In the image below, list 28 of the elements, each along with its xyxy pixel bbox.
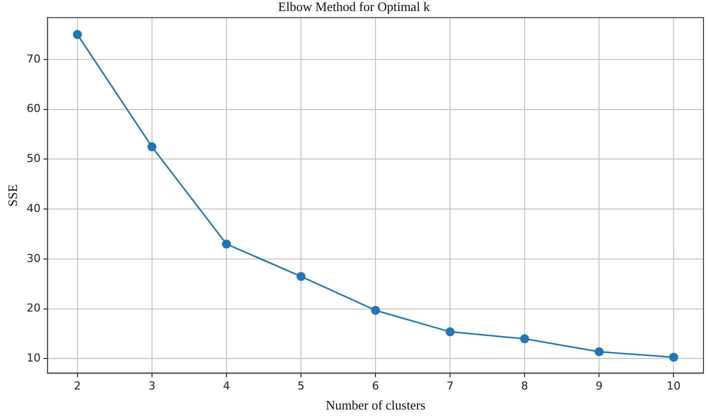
point [669, 352, 678, 362]
point [446, 327, 455, 336]
x-tick-label: 7 [446, 380, 454, 393]
y-axis-title: SSE [5, 184, 20, 207]
x-tick-label: 2 [74, 380, 81, 393]
x-tick-label: 4 [222, 380, 230, 393]
x-tick-label: 5 [298, 380, 305, 393]
y-tick-label: 10 [26, 352, 41, 365]
y-tick-label: 50 [26, 152, 41, 166]
point [72, 30, 82, 40]
y-tick-label: 20 [26, 302, 41, 315]
point [222, 240, 231, 249]
y-tick-label: 30 [26, 252, 41, 265]
point [594, 347, 604, 356]
point [371, 306, 380, 315]
chart-title: Elbow Method for Optimal k [278, 0, 430, 14]
y-tick-label: 40 [26, 202, 41, 215]
y-tick-label: 70 [26, 52, 41, 66]
x-tick-label: 10 [666, 380, 681, 393]
y-tick-label: 60 [26, 102, 41, 116]
x-tick-label: 8 [521, 380, 528, 393]
x-tick-label: 3 [148, 380, 156, 393]
x-tick-label: 9 [596, 380, 603, 393]
point [147, 142, 156, 152]
point [520, 334, 530, 344]
point [296, 272, 306, 281]
x-axis-title: Number of clusters [326, 398, 426, 413]
x-tick-label: 6 [372, 380, 380, 393]
